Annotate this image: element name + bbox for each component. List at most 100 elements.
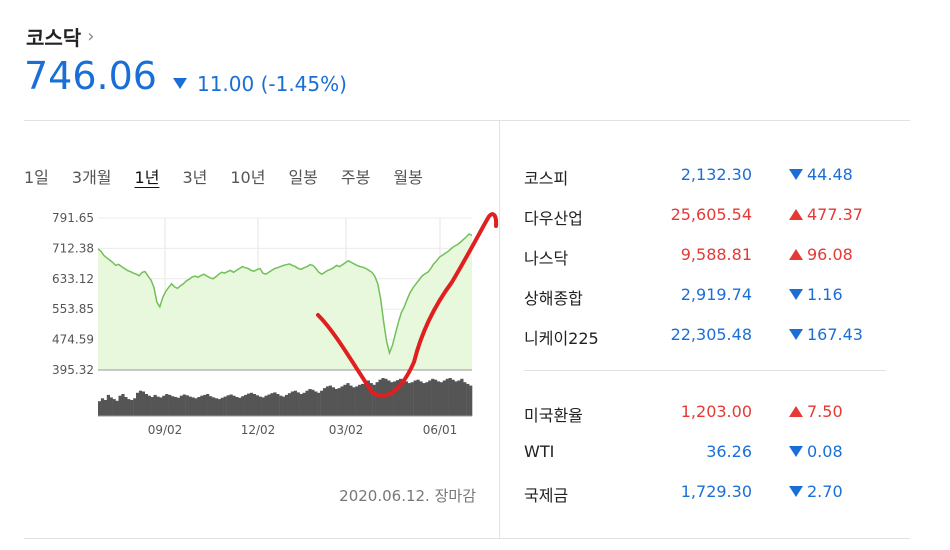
volume-bar [387,380,391,416]
volume-bar [133,398,137,416]
market-value: 2,132.30 [680,165,752,184]
volume-bar [144,394,148,416]
volume-bar [194,398,198,416]
market-name[interactable]: 다우산업 [524,209,583,228]
volume-bar [469,385,473,416]
market-name[interactable]: 국제금 [524,486,569,505]
market-change: 2.70 [789,482,843,501]
market-change-value: 0.08 [807,442,843,461]
index-name[interactable]: 코스닥 [26,26,82,50]
market-row[interactable]: 코스피 2,132.30 44.48 [524,165,874,189]
volume-bar [185,395,189,416]
volume-bar [182,394,186,416]
volume-bar [323,388,327,416]
market-change-value: 167.43 [807,325,863,344]
up-arrow-icon [789,249,803,260]
y-tick-label: 553.85 [52,302,94,316]
index-change: 11.00 (-1.45%) [172,71,347,96]
market-row[interactable]: 다우산업 25,605.54 477.37 [524,205,874,229]
volume-bar [436,381,441,416]
market-value: 22,305.48 [670,325,752,344]
volume-bar [393,381,397,416]
volume-bar [346,383,350,416]
volume-bar [124,397,128,416]
volume-bar [109,397,113,416]
volume-bar [334,389,338,416]
market-change: 96.08 [789,245,853,264]
volume-bar [203,394,207,416]
period-tab[interactable]: 주봉 [340,168,371,187]
volume-bar [463,382,467,416]
market-value: 36.26 [706,442,752,461]
volume-bar [390,382,394,416]
volume-bar [121,394,125,416]
volume-bar [115,400,119,416]
y-tick-label: 791.65 [52,211,94,225]
volume-bar [375,382,379,416]
volume-bar [337,388,341,416]
volume-bar [220,397,224,416]
volume-bar [226,395,230,416]
volume-bar [106,394,110,416]
volume-bar [361,383,365,416]
volume-bar [457,380,461,416]
period-tab[interactable]: 3개월 [71,168,112,187]
volume-bar [305,390,309,416]
volume-bar [293,390,297,416]
volume-bar [358,384,362,416]
price-area [98,234,472,370]
x-tick-label: 06/01 [423,423,458,437]
market-row[interactable]: 국제금 1,729.30 2.70 [524,482,874,506]
volume-bar [363,382,368,416]
volume-bar [217,399,221,416]
down-arrow-icon [789,446,803,457]
volume-bar [442,380,446,416]
index-change-value: 11.00 (-1.45%) [196,71,347,96]
market-row[interactable]: 미국환율 1,203.00 7.50 [524,402,874,426]
market-row[interactable]: 상해종합 2,919.74 1.16 [524,285,874,309]
down-arrow-icon [172,78,187,89]
volume-bar [249,392,254,416]
price-row: 746.06 11.00 (-1.45%) [24,54,347,98]
volume-bar [270,393,274,416]
volume-bar [238,397,242,416]
period-tab[interactable]: 10년 [230,168,266,187]
period-tab[interactable]: 일봉 [288,168,318,187]
volume-bar [98,401,102,416]
volume-bar [179,395,183,416]
market-name[interactable]: 나스닥 [524,249,569,268]
market-close-note: 2020.06.12. 장마감 [339,487,476,505]
volume-bar [261,397,265,416]
volume-bar [255,395,259,416]
period-tab[interactable]: 1년 [134,168,160,187]
market-row[interactable]: WTI 36.26 0.08 [524,442,874,466]
market-name[interactable]: 니케이225 [524,329,599,348]
volume-bar [209,396,213,416]
volume-bar [276,394,280,416]
volume-bar [355,386,359,416]
volume-bar [308,389,312,416]
volume-bar [285,394,289,416]
volume-bar [352,387,356,416]
market-row[interactable]: 나스닥 9,588.81 96.08 [524,245,874,269]
market-name[interactable]: 미국환율 [524,406,583,425]
volume-bar [279,395,283,416]
volume-bar [176,397,181,416]
volume-bar [150,397,154,416]
index-title-row[interactable]: 코스닥 › [26,22,94,51]
market-name[interactable]: WTI [524,442,555,461]
market-name[interactable]: 상해종합 [524,289,583,308]
volume-bar [235,397,239,416]
market-row[interactable]: 니케이225 22,305.48 167.43 [524,325,874,349]
chevron-right-icon[interactable]: › [87,26,95,47]
down-arrow-icon [789,169,803,180]
market-name[interactable]: 코스피 [524,169,569,188]
volume-bar [422,383,426,416]
volume-bar [302,392,306,416]
volume-bar [197,397,201,416]
period-tab[interactable]: 3년 [182,168,208,187]
volume-bar [340,386,344,416]
volume-bar [100,398,105,416]
period-tab[interactable]: 월봉 [393,168,423,187]
period-tab[interactable]: 1일 [24,168,49,187]
